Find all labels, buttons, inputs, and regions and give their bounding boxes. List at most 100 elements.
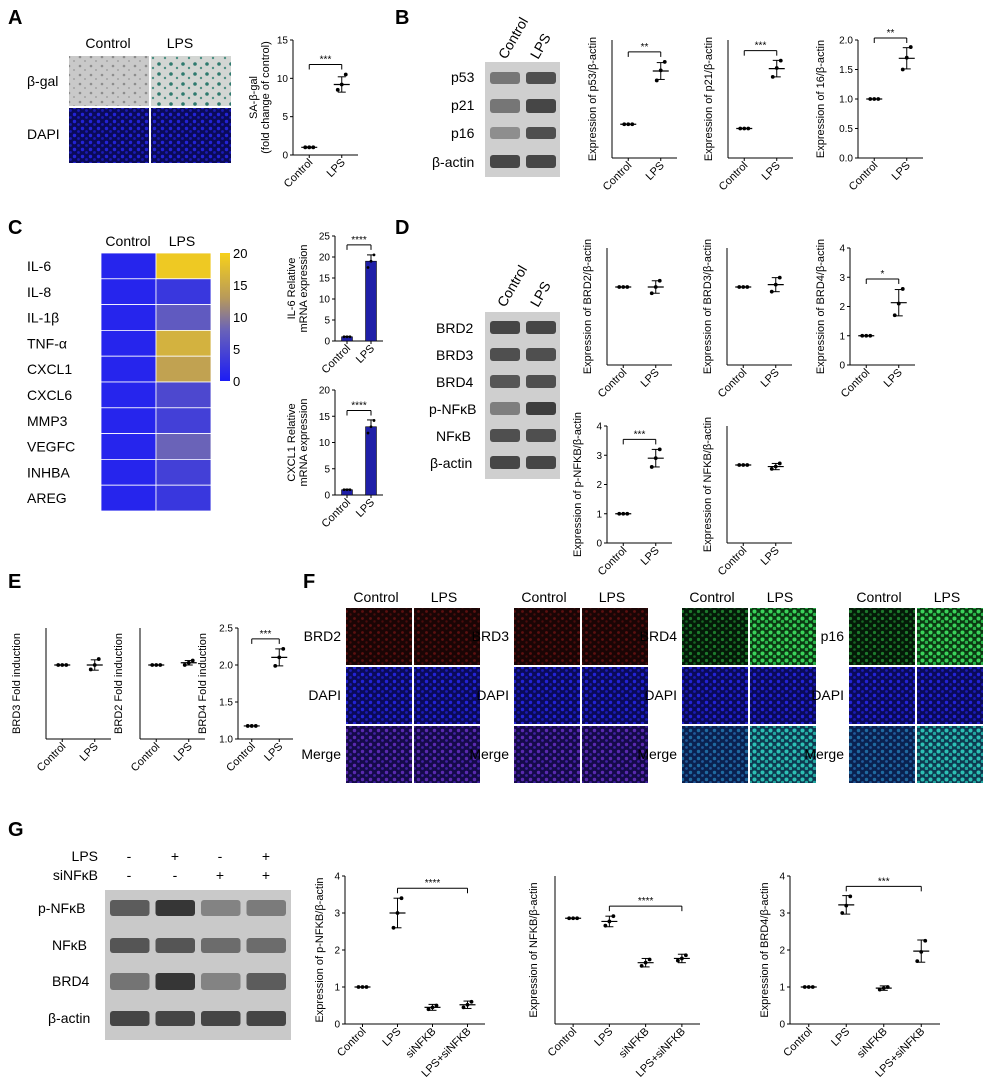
if-image-2-2-1 — [750, 726, 816, 783]
blot-d-band-0-0 — [490, 321, 520, 334]
treatment-sign-0-3: + — [262, 848, 270, 864]
significance-label: *** — [634, 429, 646, 440]
if-image-3-1-0 — [849, 667, 915, 724]
panel-letter-a: A — [8, 7, 22, 29]
if-image-1-1-0 — [514, 667, 580, 724]
if-row-label: DAPI — [308, 687, 341, 703]
x-tick-label: LPS — [354, 343, 377, 366]
blot-g-band-3-1 — [155, 1011, 195, 1026]
y-tick-label: 3 — [334, 909, 340, 920]
panel-a-col-control: Control — [85, 35, 130, 51]
treatment-sign-1-0: - — [127, 867, 132, 883]
x-tick-label: siNFKB — [404, 1026, 439, 1061]
if-image-3-2-1 — [917, 726, 983, 783]
heatmap-cell-1-1 — [155, 278, 212, 305]
blot-g-band-0-0 — [110, 900, 150, 916]
heatmap-gene-label: IL-8 — [27, 284, 51, 300]
heatmap-cell-9-0 — [100, 484, 157, 512]
if-image-2-2-0 — [682, 726, 748, 783]
y-tick-label: 0 — [334, 1020, 340, 1031]
significance-label: ** — [887, 28, 895, 39]
blot-d-band-2-1 — [526, 375, 556, 388]
blot-g-band-3-3 — [246, 1011, 286, 1026]
panel-f-immunofluorescence: Control LPS BRD2 DAPI Merge Control LPS BRD3 DAP… — [301, 589, 983, 783]
if-image-0-1-0 — [346, 667, 412, 724]
y-tick-label: 15 — [277, 36, 289, 47]
if-row-label: Merge — [469, 746, 509, 762]
x-tick-label: LPS — [759, 367, 782, 390]
heatmap-gene-label: INHBA — [27, 464, 70, 480]
if-image-1-2-1 — [582, 726, 648, 783]
heatmap-cell-5-0 — [100, 381, 157, 409]
colorbar-tick-label: 15 — [233, 278, 247, 293]
if-image-1-2-0 — [514, 726, 580, 783]
y-tick-label: 4 — [779, 872, 785, 883]
chart-A: 0 5 10 15 Control LPS SA-β-gal (fold change of … — [248, 36, 358, 191]
x-tick-label: Control — [781, 1026, 815, 1060]
y-axis-label: Expression of 16/β-actin — [815, 40, 827, 158]
bgal-lps-image — [151, 56, 231, 106]
significance-label: **** — [351, 235, 367, 246]
y-tick-label: 5 — [324, 316, 330, 327]
heatmap-gene-label: IL-1β — [27, 310, 59, 326]
heatmap-cell-1-0 — [100, 278, 157, 305]
band-label-nfkb: NFκB — [436, 428, 471, 444]
band-label-bactin-d: β-actin — [430, 455, 472, 471]
heatmap-cell-9-1 — [155, 484, 212, 512]
blot-g-band-2-0 — [110, 973, 150, 990]
x-tick-label: Control — [320, 497, 354, 531]
if-row-label: Merge — [301, 746, 341, 762]
if-image-2-0-1 — [750, 608, 816, 665]
y-tick-label: 20 — [319, 253, 331, 264]
chart-C1: 0 5 10 15 20 25 Control LPS IL-6 Relative mRNA ex… — [286, 232, 383, 376]
y-tick-label: 3 — [839, 273, 845, 284]
blot-d-band-1-1 — [526, 348, 556, 361]
treatment-sign-0-0: - — [127, 848, 132, 864]
if-image-0-2-1 — [414, 726, 480, 783]
x-tick-label: Control — [335, 1026, 369, 1060]
y-axis-label: (fold change of control) — [260, 41, 272, 154]
x-tick-label: Control — [839, 367, 873, 401]
if-image-3-0-0 — [849, 608, 915, 665]
heatmap-colorbar — [220, 253, 230, 381]
data-point — [675, 958, 680, 963]
band-label-brd4: BRD4 — [436, 374, 474, 390]
data-point — [348, 488, 352, 492]
y-axis-label: BRD3 Fold induction — [11, 633, 23, 734]
blot-d-band-1-0 — [490, 348, 520, 361]
blot-g-band-1-1 — [155, 938, 195, 953]
blot-g-band-1-3 — [246, 938, 286, 953]
data-point — [342, 488, 346, 492]
y-tick-label: 1.0 — [839, 95, 853, 106]
chart-D3: 0 1 2 3 4 Control LPS Expression of BRD4/β-acti… — [815, 239, 915, 400]
band-label-g-nfkb: NFκB — [52, 937, 87, 953]
y-tick-label: 1 — [596, 509, 602, 520]
panel-letter-e: E — [8, 571, 21, 593]
y-tick-label: 2 — [779, 946, 785, 957]
if-image-3-2-0 — [849, 726, 915, 783]
band-label-p21: p21 — [451, 97, 475, 113]
y-tick-label: 2 — [596, 480, 602, 491]
data-point — [369, 259, 373, 263]
y-axis-label: mRNA expression — [298, 244, 310, 332]
if-image-0-0-1 — [414, 608, 480, 665]
x-tick-label: Control — [282, 157, 316, 191]
band-label-brd2: BRD2 — [436, 320, 474, 336]
data-point — [96, 657, 101, 661]
treatment-sign-0-2: - — [218, 848, 223, 864]
data-point — [848, 894, 853, 899]
heatmap-cell-3-0 — [100, 329, 157, 357]
y-tick-label: 0.0 — [839, 154, 853, 165]
if-col-label: Control — [689, 589, 734, 605]
y-axis-label: Expression of p-NFKB/β-actin — [314, 877, 326, 1022]
blot-d-background — [485, 312, 560, 479]
if-image-2-1-1 — [750, 667, 816, 724]
if-image-1-0-1 — [582, 608, 648, 665]
colorbar-tick-label: 20 — [233, 246, 247, 261]
heatmap-gene-label: TNF-α — [27, 335, 67, 351]
chart-D1: Control LPS Expression of BRD2/β-actin — [582, 239, 672, 400]
y-tick-label: 2 — [839, 302, 845, 313]
blot-b-band-2-0 — [490, 127, 520, 139]
